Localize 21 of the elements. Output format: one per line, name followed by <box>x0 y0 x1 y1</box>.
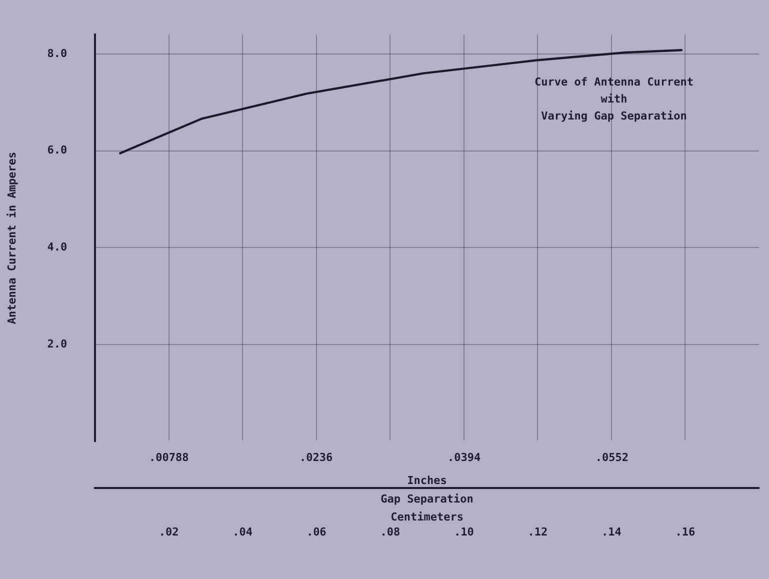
x-tick-label: .08 <box>380 525 400 538</box>
x-tick-label: .10 <box>454 525 474 538</box>
text: Gap Separation <box>380 492 474 506</box>
x2-axis-title: Inches <box>407 474 447 488</box>
x2-tick-label: .0236 <box>300 450 333 464</box>
x2-tick-label: .0552 <box>595 450 629 464</box>
y-axis-title: Antenna Current in Amperes <box>5 152 18 324</box>
x-tick-label: .04 <box>232 525 253 538</box>
y-tick-label: 6.0 <box>47 144 68 157</box>
y-tick-label: 4.0 <box>47 240 68 254</box>
text: Curve of Antenna Current with Varying Gap Separation <box>534 75 694 122</box>
y-tick-label: 2.0 <box>47 337 68 350</box>
x-tick-label: .12 <box>528 525 548 538</box>
x-tick-label: .06 <box>306 525 327 538</box>
x2-tick-label: .0394 <box>447 450 481 464</box>
x-tick-label: .02 <box>158 525 179 538</box>
x-tick-label: .14 <box>602 525 622 538</box>
x-axis-title: Centimeters <box>390 510 464 524</box>
y-tick-label: 8.0 <box>47 46 68 60</box>
x2-tick-label: .00788 <box>148 450 189 464</box>
x-tick-label: .16 <box>675 525 696 538</box>
